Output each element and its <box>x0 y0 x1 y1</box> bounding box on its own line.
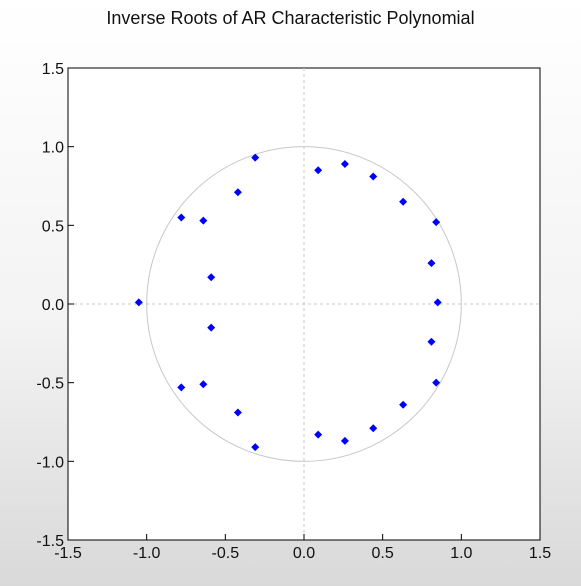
data-point <box>177 383 186 392</box>
y-tick-label: 0.0 <box>42 297 64 314</box>
data-point <box>340 159 349 168</box>
data-point <box>369 424 378 433</box>
data-point <box>314 430 323 439</box>
data-point <box>427 259 436 268</box>
x-tick-label: -1.5 <box>54 545 82 562</box>
data-point <box>427 337 436 346</box>
data-point <box>207 323 216 332</box>
data-point <box>399 400 408 409</box>
data-point <box>432 378 441 387</box>
reference-layer <box>68 68 540 540</box>
y-tick-label: -0.5 <box>36 376 64 393</box>
x-tick-label: 0.5 <box>372 545 394 562</box>
x-tick-label: 1.0 <box>450 545 472 562</box>
data-point <box>199 216 208 225</box>
data-point <box>199 380 208 389</box>
x-tick-label: 1.5 <box>529 545 551 562</box>
unit-circle <box>146 146 462 462</box>
data-point <box>314 166 323 175</box>
y-tick-label: -1.0 <box>36 454 64 471</box>
x-tick-label: -0.5 <box>212 545 240 562</box>
data-point <box>177 213 186 222</box>
y-tick-label: -1.5 <box>36 533 64 550</box>
chart-title: Inverse Roots of AR Characteristic Polyn… <box>106 8 475 28</box>
data-point <box>369 172 378 181</box>
tick-layer: -1.5 -1.0 -0.5 0.0 0.5 1.0 1.5 1.5 1.0 0.5 0.0 -0.5… <box>36 61 551 562</box>
data-point <box>207 273 216 282</box>
data-point <box>233 408 242 417</box>
y-tick-label: 1.0 <box>42 140 64 157</box>
data-point <box>433 298 442 307</box>
y-tick-label: 0.5 <box>42 218 64 235</box>
data-point <box>432 218 441 227</box>
data-point <box>340 436 349 445</box>
data-point <box>134 298 143 307</box>
x-tick-label: 0.0 <box>293 545 315 562</box>
data-point <box>399 197 408 206</box>
y-tick-label: 1.5 <box>42 61 64 78</box>
data-point <box>251 443 260 452</box>
x-tick-label: -1.0 <box>133 545 161 562</box>
point-layer <box>134 153 442 452</box>
data-point <box>233 188 242 197</box>
data-point <box>251 153 260 162</box>
